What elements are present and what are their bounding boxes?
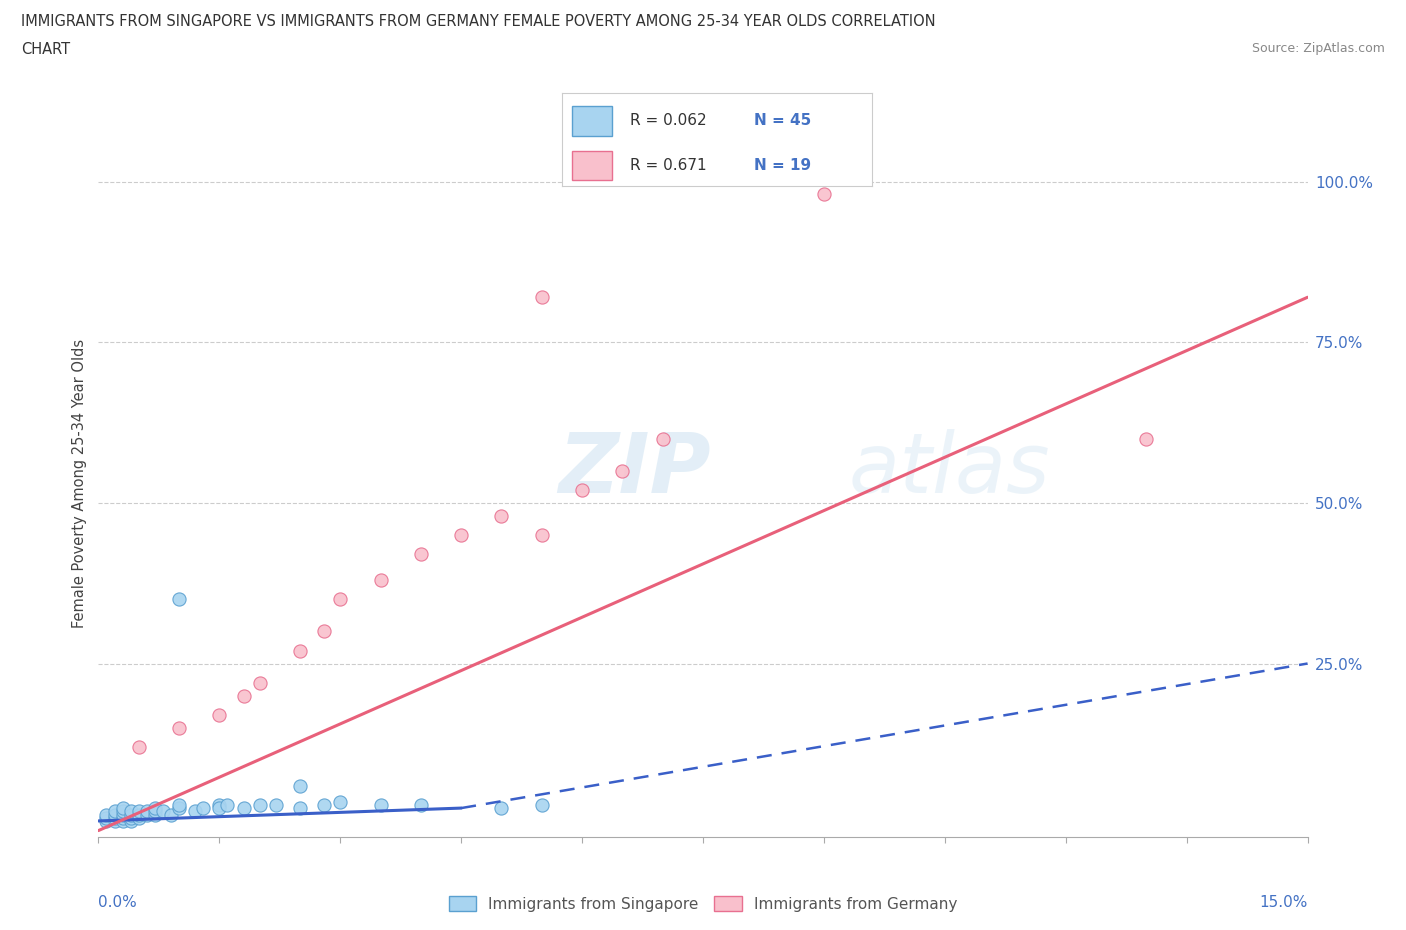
Point — [288, 801, 311, 816]
Text: R = 0.062: R = 0.062 — [630, 113, 707, 128]
Point — [314, 624, 336, 639]
Point — [167, 801, 190, 816]
Point — [120, 804, 142, 818]
Point — [111, 810, 134, 825]
Point — [96, 807, 118, 822]
Point — [329, 591, 352, 606]
Point — [120, 814, 142, 829]
Point — [288, 644, 311, 658]
Point — [571, 483, 593, 498]
Point — [167, 721, 190, 736]
Point — [128, 810, 150, 825]
Point — [264, 797, 287, 812]
Point — [128, 807, 150, 822]
Point — [111, 807, 134, 822]
Point — [409, 547, 432, 562]
Point — [249, 675, 271, 690]
Point — [103, 804, 125, 818]
Point — [111, 801, 134, 816]
Point — [314, 797, 336, 812]
Point — [370, 797, 392, 812]
Point — [491, 801, 513, 816]
Point — [111, 804, 134, 818]
Point — [120, 807, 142, 822]
Text: N = 45: N = 45 — [754, 113, 811, 128]
Point — [96, 814, 118, 829]
Point — [249, 797, 271, 812]
Point — [103, 814, 125, 829]
Point — [530, 290, 553, 305]
Point — [143, 801, 166, 816]
Point — [1135, 432, 1157, 446]
Point — [530, 527, 553, 542]
Point — [135, 807, 157, 822]
Point — [143, 807, 166, 822]
Point — [813, 187, 835, 202]
Point — [232, 688, 254, 703]
Point — [103, 807, 125, 822]
Point — [96, 810, 118, 825]
Point — [217, 797, 239, 812]
Point — [370, 573, 392, 588]
Point — [160, 807, 183, 822]
Text: atlas: atlas — [848, 429, 1050, 510]
Point — [193, 801, 215, 816]
Point — [491, 509, 513, 524]
Text: R = 0.671: R = 0.671 — [630, 158, 707, 173]
Point — [329, 794, 352, 809]
Text: N = 19: N = 19 — [754, 158, 811, 173]
Point — [128, 804, 150, 818]
Point — [184, 804, 207, 818]
Point — [167, 797, 190, 812]
Bar — [572, 106, 612, 136]
Point — [128, 739, 150, 754]
Point — [111, 814, 134, 829]
Text: CHART: CHART — [21, 42, 70, 57]
Legend: Immigrants from Singapore, Immigrants from Germany: Immigrants from Singapore, Immigrants fr… — [443, 889, 963, 918]
Point — [152, 804, 174, 818]
Point — [530, 797, 553, 812]
Text: 15.0%: 15.0% — [1260, 895, 1308, 910]
Point — [612, 463, 634, 478]
Text: Source: ZipAtlas.com: Source: ZipAtlas.com — [1251, 42, 1385, 55]
Point — [167, 591, 190, 606]
Point — [120, 810, 142, 825]
Bar — [572, 151, 612, 180]
Point — [450, 527, 472, 542]
Point — [651, 432, 673, 446]
Point — [143, 804, 166, 818]
Point — [208, 801, 231, 816]
Point — [135, 804, 157, 818]
Text: IMMIGRANTS FROM SINGAPORE VS IMMIGRANTS FROM GERMANY FEMALE POVERTY AMONG 25-34 : IMMIGRANTS FROM SINGAPORE VS IMMIGRANTS … — [21, 14, 936, 29]
Point — [288, 778, 311, 793]
Point — [208, 708, 231, 723]
Text: ZIP: ZIP — [558, 429, 710, 510]
Text: 0.0%: 0.0% — [98, 895, 138, 910]
Point — [208, 797, 231, 812]
Point — [232, 801, 254, 816]
Point — [103, 810, 125, 825]
Point — [409, 797, 432, 812]
Y-axis label: Female Poverty Among 25-34 Year Olds: Female Poverty Among 25-34 Year Olds — [72, 339, 87, 628]
